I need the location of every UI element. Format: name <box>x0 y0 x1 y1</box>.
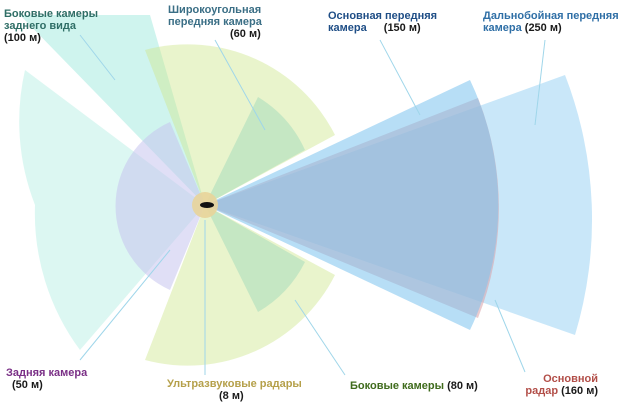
side-camera-zone-upper <box>145 44 335 205</box>
label-side-cameras: Боковые камеры (80 м) <box>350 380 478 392</box>
label-line1: Задняя камера <box>6 367 88 379</box>
label-line2: заднего вида <box>4 20 77 32</box>
wide-front-camera-zone-lower <box>205 205 305 312</box>
label-range: (80 м) <box>447 380 478 392</box>
label-long-range-camera: Дальнобойная передняя камера (250 м) <box>483 10 619 34</box>
label-line2: радар <box>525 385 559 397</box>
label-range: (8 м) <box>219 390 244 402</box>
label-line2: камера <box>483 22 522 34</box>
label-range: (160 м) <box>561 385 598 397</box>
label-side-rear-cameras: Боковые камеры заднего вида (100 м) <box>4 8 98 44</box>
wide-front-camera-zone <box>205 97 305 205</box>
label-range: (250 м) <box>524 22 562 34</box>
car-icon <box>200 202 214 208</box>
label-ultrasonic-radars: Ультразвуковые радары (8 м) <box>167 378 302 402</box>
label-line2: передняя камера <box>168 16 262 28</box>
side-camera-zone-lower <box>145 205 335 366</box>
label-line2: камера <box>328 22 367 34</box>
label-rear-camera: Задняя камера (50 м) <box>6 367 87 391</box>
leader-lines <box>79 34 546 376</box>
label-line1: Боковые камеры <box>4 8 99 20</box>
rear-camera-zone <box>115 122 205 290</box>
label-range: (60 м) <box>230 28 261 40</box>
label-line1: Боковые камеры <box>350 380 445 392</box>
label-range: (150 м) <box>383 22 421 34</box>
label-line1: Ультразвуковые радары <box>167 378 302 390</box>
label-line1: Широкоугольная <box>168 4 262 16</box>
main-front-camera-zone <box>205 80 499 330</box>
label-line1: Дальнобойная передняя <box>483 10 619 22</box>
label-line1: Основной <box>543 373 598 385</box>
label-main-front-camera: Основная передняя камера (150 м) <box>328 10 437 34</box>
label-range: (50 м) <box>12 379 43 391</box>
label-range: (100 м) <box>4 32 41 44</box>
label-wide-front-camera: Широкоугольная передняя камера (60 м) <box>168 4 262 40</box>
label-main-radar: Основной радар (160 м) <box>522 373 598 397</box>
label-line1: Основная передняя <box>328 10 438 22</box>
